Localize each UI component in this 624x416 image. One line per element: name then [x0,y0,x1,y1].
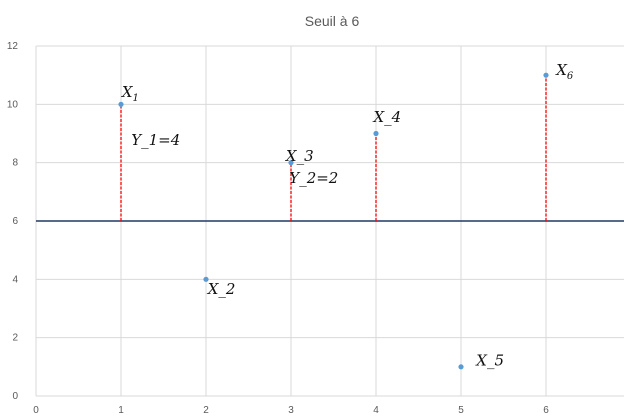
point-annotation: Y_1=4 [131,131,180,149]
x-tick-label: 0 [33,405,39,416]
excess-segments [120,75,547,221]
x-tick-label: 3 [288,405,294,416]
point-annotation: X_2 [207,280,236,298]
y-tick-label: 8 [12,158,18,169]
data-point [288,160,294,166]
data-point [458,364,464,370]
point-annotation: X_3 [285,147,314,165]
y-tick-label: 2 [12,333,18,344]
y-tick-label: 10 [7,99,19,110]
x-tick-label: 2 [203,405,209,416]
y-tick-label: 12 [7,41,19,52]
point-annotation: X_4 [372,108,401,126]
point-annotation: X_5 [475,351,504,369]
x-tick-label: 1 [118,405,124,416]
x-tick-label: 6 [543,405,549,416]
chart-title: Seuil à 6 [305,13,360,29]
data-point [118,101,124,107]
data-point [373,130,379,137]
point-annotations: X1 Y_1=4 X_2 X_3 Y_2=2 X_4 X_5 X6 [121,61,574,369]
data-point [203,276,209,282]
data-point [543,72,549,78]
point-annotation: Y_2=2 [289,169,338,187]
point-annotation: X1 [121,83,139,104]
y-tick-label: 6 [12,216,18,227]
x-tick-label: 5 [458,405,464,416]
data-points [118,72,549,370]
x-tick-label: 4 [373,405,379,416]
point-annotation: X6 [555,61,574,82]
y-tick-label: 0 [12,391,18,402]
y-tick-label: 4 [12,274,18,285]
